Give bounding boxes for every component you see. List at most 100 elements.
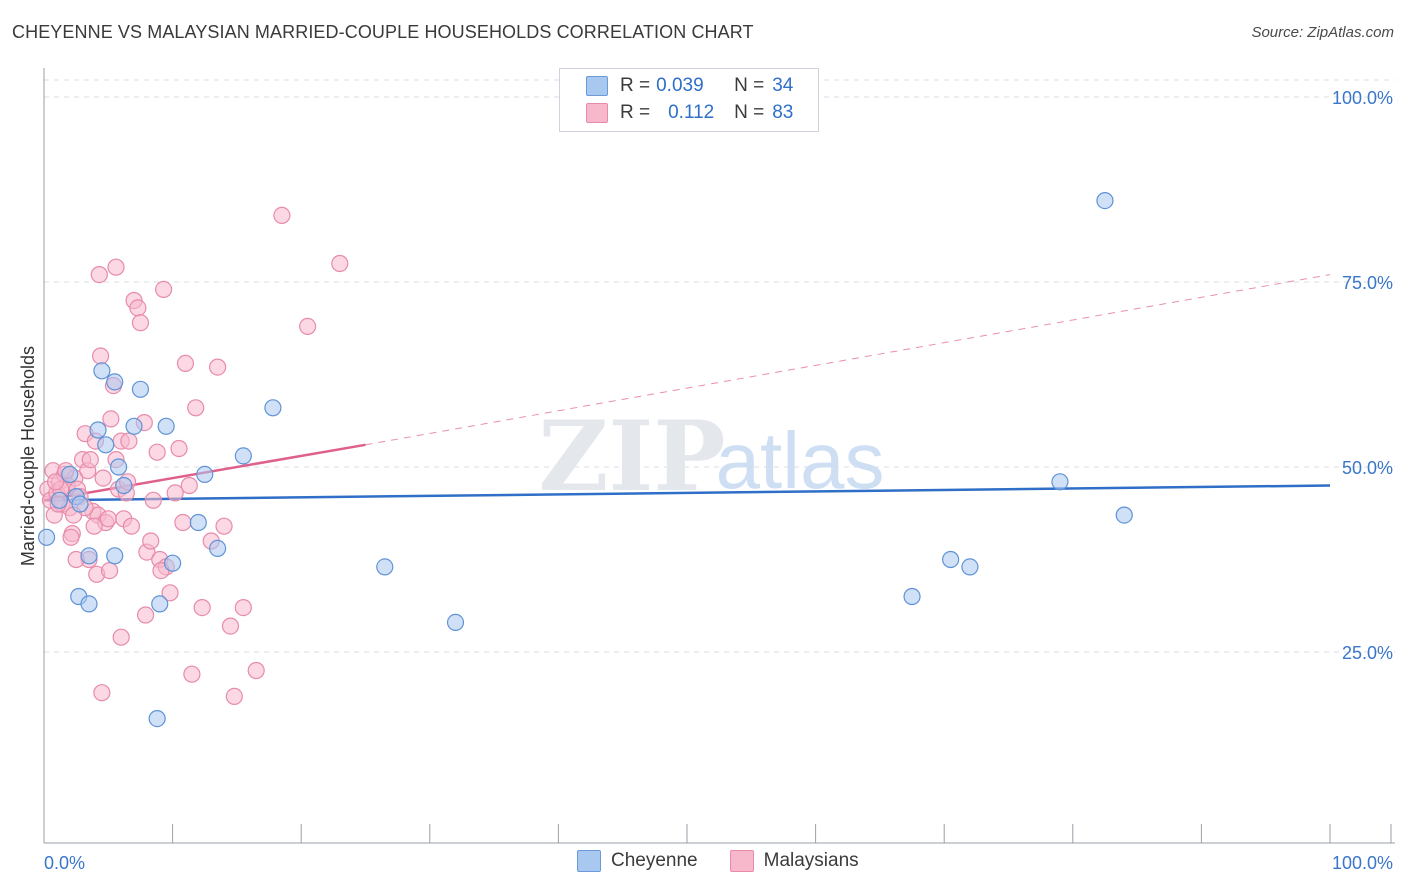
- malaysian-point: [174, 513, 192, 532]
- malaysian-point: [193, 598, 211, 617]
- axis-labels: 25.0% 50.0% 75.0% 100.0% 0.0% 100.0% Married-c…: [18, 88, 1393, 873]
- cheyenne-point: [189, 513, 207, 532]
- malaysian-point: [62, 528, 80, 546]
- axes: [43, 68, 1395, 844]
- malaysian-point: [215, 517, 233, 535]
- legend-row-malaysians: R = 0.112 N = 83: [586, 101, 793, 125]
- cheyenne-point: [61, 465, 79, 483]
- malaysian-point: [187, 399, 205, 417]
- legend-n-value: 34: [772, 75, 794, 96]
- malaysian-point: [100, 561, 119, 580]
- legend-r-value: 0.039: [656, 75, 704, 96]
- malaysian-point: [299, 317, 317, 335]
- cheyenne-point: [446, 613, 465, 632]
- malaysian-point: [120, 432, 138, 450]
- legend-n-value: 83: [772, 102, 794, 123]
- malaysian-point: [148, 443, 166, 461]
- malaysian-point: [234, 598, 252, 617]
- legend-swatch-cheyenne: [586, 76, 608, 96]
- cheyenne-point: [961, 558, 979, 576]
- y-tick-label: 25.0%: [1342, 643, 1393, 663]
- cheyenne-point: [109, 458, 128, 476]
- cheyenne-point: [106, 373, 124, 391]
- malaysian-point: [144, 491, 162, 509]
- legend-r-value: 0.112: [668, 102, 715, 123]
- malaysian-point: [331, 254, 349, 273]
- grid-lines: [44, 79, 1395, 653]
- cheyenne-point: [106, 547, 124, 565]
- cheyenne-point: [80, 595, 98, 613]
- malaysian-point: [129, 299, 147, 317]
- cheyenne-point: [131, 380, 150, 398]
- legend-r-label: R =: [620, 102, 651, 123]
- legend-n-label: N =: [734, 102, 765, 123]
- malaysian-point: [170, 439, 188, 458]
- malaysian-point: [161, 584, 179, 602]
- x-tick-label-min: 0.0%: [44, 853, 85, 873]
- cheyenne-point: [50, 491, 69, 509]
- malaysian-point: [247, 661, 265, 680]
- legend-n-label: N =: [734, 75, 765, 96]
- data-points: [37, 192, 1133, 728]
- malaysian-point: [154, 280, 173, 298]
- malaysian-point: [107, 258, 125, 276]
- legend-swatch-malaysians: [586, 103, 608, 123]
- malaysian-point: [112, 628, 130, 646]
- malaysian-point: [122, 517, 141, 535]
- cheyenne-point: [196, 465, 214, 483]
- malaysian-point: [91, 347, 110, 365]
- cheyenne-point: [1115, 506, 1133, 524]
- malaysian-point: [136, 606, 155, 624]
- malaysian-point: [183, 665, 201, 683]
- cheyenne-point: [157, 417, 175, 435]
- legend-row-cheyenne: R = 0.039 N = 34: [586, 74, 793, 98]
- chart-title: CHEYENNE VS MALAYSIAN MARRIED-COUPLE HOU…: [12, 22, 754, 42]
- malaysian-point: [85, 517, 103, 535]
- malaysian-point: [93, 684, 111, 702]
- cheyenne-point: [37, 528, 56, 546]
- cheyenne-point: [264, 399, 282, 417]
- cheyenne-point: [148, 709, 166, 728]
- series-label-cheyenne: Cheyenne: [611, 850, 698, 871]
- watermark-zip: ZIP: [538, 400, 725, 513]
- cheyenne-trend-line: [43, 484, 1331, 502]
- malaysian-point: [142, 532, 160, 550]
- malaysian-point: [94, 469, 112, 487]
- cheyenne-point: [376, 558, 394, 576]
- series-swatch-malaysians: [729, 850, 754, 872]
- y-tick-label: 100.0%: [1332, 88, 1393, 108]
- cheyenne-point: [234, 447, 252, 465]
- cheyenne-point: [93, 362, 111, 380]
- cheyenne-point: [115, 476, 133, 495]
- cheyenne-point: [97, 436, 115, 454]
- cheyenne-point: [942, 550, 960, 569]
- cheyenne-point: [164, 554, 182, 572]
- malaysian-point: [209, 358, 227, 376]
- cheyenne-point: [80, 547, 98, 565]
- legend-r-label: R =: [620, 75, 651, 96]
- cheyenne-point: [89, 421, 107, 439]
- series-legend: Cheyenne Malaysians: [577, 850, 891, 872]
- malaysian-point: [225, 687, 243, 706]
- malaysian-point: [90, 266, 108, 284]
- correlation-legend: R = 0.039 N = 34 R = 0.112 N = 83: [559, 68, 819, 132]
- series-legend-malaysians[interactable]: Malaysians: [729, 850, 859, 872]
- malaysian-point: [81, 451, 99, 469]
- cheyenne-point: [151, 595, 169, 613]
- chart-source: Source: ZipAtlas.com: [1251, 24, 1394, 41]
- malaysian-point: [166, 484, 184, 502]
- malaysian-point: [221, 617, 240, 635]
- y-axis-title: Married-couple Households: [18, 346, 38, 566]
- malaysian-point: [176, 354, 195, 372]
- series-legend-cheyenne[interactable]: Cheyenne: [577, 850, 698, 872]
- cheyenne-point: [1096, 192, 1114, 210]
- malaysian-point: [273, 206, 291, 224]
- malaysian-point: [102, 410, 120, 428]
- cheyenne-point: [209, 539, 227, 558]
- y-tick-label: 75.0%: [1342, 273, 1393, 293]
- malaysian-point: [131, 314, 150, 332]
- cheyenne-point: [1051, 473, 1069, 491]
- cheyenne-point: [71, 495, 89, 513]
